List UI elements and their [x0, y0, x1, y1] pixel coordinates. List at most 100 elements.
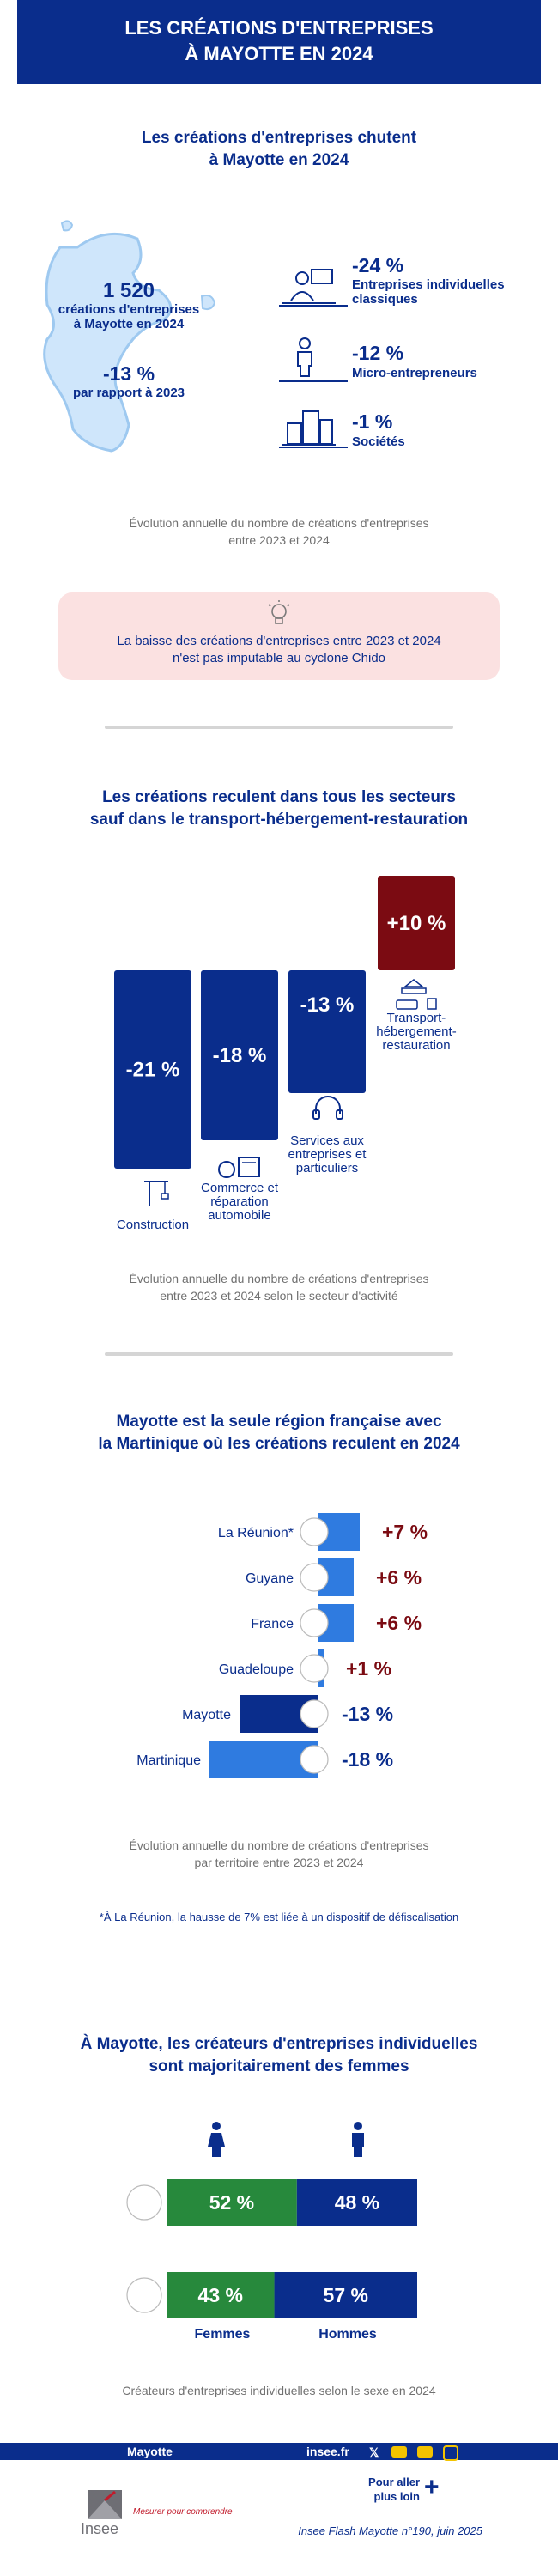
- region-value-label-1: +6 %: [376, 1566, 422, 1589]
- plus-icon[interactable]: +: [424, 2473, 440, 2501]
- section3-title-line2: la Martinique où les créations reculent …: [98, 1435, 460, 1453]
- region-name-0: La Réunion*: [218, 1526, 294, 1540]
- mayotte-map-icon: [43, 220, 216, 453]
- section2-title-line1: Les créations reculent dans tous les sec…: [102, 788, 456, 806]
- women-bar-0: [167, 2179, 297, 2226]
- region-map-icon-3: [300, 1654, 329, 1683]
- sector-category-label-2-1: entreprises et: [288, 1147, 367, 1162]
- section1-caption-line2: entre 2023 et 2024: [228, 533, 330, 547]
- headset-icon: [312, 1096, 343, 1120]
- lightbulb-icon: [268, 600, 290, 624]
- instagram-icon[interactable]: [443, 2445, 458, 2461]
- region-map-icon-0: [300, 1517, 329, 1546]
- men-label: Hommes: [318, 2327, 377, 2342]
- stat-underline-micro: [279, 380, 348, 382]
- footer-band: [0, 2443, 558, 2460]
- sex-row-map-icon-1: [126, 2277, 162, 2313]
- men-value-label-0: 48 %: [335, 2191, 379, 2214]
- total-change-label: par rapport à 2023: [72, 386, 185, 400]
- region-name-1: Guyane: [246, 1571, 294, 1586]
- women-value-label-0: 52 %: [209, 2191, 254, 2214]
- region-value-label-0: +7 %: [382, 1521, 428, 1543]
- region-map-icon-1: [300, 1563, 329, 1592]
- region-value-label-5: -18 %: [342, 1748, 393, 1771]
- main-title-line1: LES CRÉATIONS D'ENTREPRISES: [124, 17, 434, 39]
- sector-category-label-3-1: hébergement-: [376, 1024, 456, 1039]
- region-map-icon-4: [300, 1699, 329, 1728]
- stat-label-micro: Micro-entrepreneurs: [352, 366, 477, 380]
- transport-icon: [396, 979, 437, 1010]
- section1-title-line1: Les créations d'entreprises chutent: [141, 129, 417, 147]
- region-value-label-2: +6 %: [376, 1612, 422, 1634]
- stat-label-individual-line2: classiques: [352, 292, 418, 307]
- section1-title-line2: à Mayotte en 2024: [209, 151, 349, 169]
- stat-underline-societes: [279, 447, 348, 448]
- stat-label-individual-line1: Entreprises individuelles: [352, 277, 505, 292]
- total-creations-label-line2: à Mayotte en 2024: [73, 317, 185, 331]
- region-bar-chart: La Réunion* +7 % Guyane +6 % France +6 % Guade…: [136, 1513, 428, 1778]
- x-icon[interactable]: 𝕏: [369, 2445, 379, 2459]
- sector-category-label-3-2: restauration: [382, 1038, 450, 1053]
- stat-value-micro: -12 %: [352, 342, 404, 364]
- sector-category-label-2-2: particuliers: [296, 1161, 359, 1176]
- sector-bar-2: [288, 970, 366, 1093]
- section2-title-line2: sauf dans le transport-hébergement-resta…: [89, 811, 469, 829]
- section3-caption-line2: par territoire entre 2023 et 2024: [194, 1856, 364, 1869]
- section1-caption-line1: Évolution annuelle du nombre de création…: [129, 516, 429, 530]
- section3-title-line1: Mayotte est la seule région française av…: [116, 1413, 442, 1431]
- car-shop-icon: [218, 1157, 260, 1178]
- callout-text-line1: La baisse des créations d'entreprises en…: [117, 634, 441, 648]
- stat-underline-individual: [279, 305, 348, 307]
- more-link-line2[interactable]: plus loin: [373, 2490, 420, 2503]
- region-name-3: Guadeloupe: [219, 1662, 294, 1677]
- stat-label-societes: Sociétés: [352, 434, 405, 449]
- sector-value-label-2: -13 %: [300, 993, 355, 1017]
- region-value-label-4: -13 %: [342, 1703, 393, 1725]
- region-value-label-3: +1 %: [346, 1657, 391, 1680]
- person-laptop-icon: [282, 269, 336, 304]
- woman-icon: [208, 2122, 225, 2157]
- men-bar-0: [296, 2179, 417, 2226]
- region-map-icon-2: [300, 1608, 329, 1637]
- section2-caption-line2: entre 2023 et 2024 selon le secteur d'ac…: [160, 1289, 398, 1303]
- sector-bar-0: [114, 970, 191, 1169]
- sector-category-label-2-0: Services aux: [290, 1133, 364, 1148]
- footer-site-link[interactable]: insee.fr: [306, 2445, 349, 2458]
- sector-category-label-1-2: automobile: [208, 1208, 270, 1223]
- stat-value-societes: -1 %: [352, 410, 393, 433]
- total-creations-value: 1 520: [102, 279, 155, 302]
- person-icon: [297, 337, 312, 377]
- section4-title-line2: sont majoritairement des femmes: [149, 2057, 409, 2075]
- sector-bar-3: [378, 876, 455, 970]
- sector-category-label-0-0: Construction: [117, 1218, 189, 1232]
- footer-region: Mayotte: [127, 2445, 173, 2458]
- sector-value-label-0: -21 %: [126, 1059, 180, 1082]
- sex-stacked-bar-chart: 52 % 48 % 43 % 57 %: [126, 2179, 417, 2318]
- youtube-icon[interactable]: [391, 2446, 407, 2458]
- women-label: Femmes: [194, 2327, 251, 2342]
- region-map-icon-5: [300, 1745, 329, 1774]
- man-icon: [352, 2122, 364, 2157]
- more-link-line1[interactable]: Pour aller: [368, 2476, 420, 2488]
- section2-caption-line1: Évolution annuelle du nombre de création…: [129, 1272, 429, 1285]
- region-name-5: Martinique: [136, 1753, 201, 1768]
- stat-value-individual: -24 %: [352, 254, 404, 276]
- sector-category-label-1-0: Commerce et: [201, 1181, 279, 1195]
- insee-tagline: Mesurer pour comprendre: [133, 2507, 233, 2517]
- sector-value-label-3: +10 %: [387, 912, 446, 935]
- main-title-line2: À MAYOTTE EN 2024: [185, 43, 373, 64]
- region-name-2: France: [251, 1617, 294, 1631]
- section3-caption-line1: Évolution annuelle du nombre de création…: [129, 1838, 429, 1852]
- section4-title-line1: À Mayotte, les créateurs d'entreprises i…: [80, 2035, 478, 2053]
- linkedin-icon[interactable]: [417, 2446, 433, 2458]
- reunion-footnote: *À La Réunion, la hausse de 7% est liée …: [99, 1911, 459, 1923]
- callout-text-line2: n'est pas imputable au cyclone Chido: [172, 651, 385, 665]
- sector-category-label-1-1: réparation: [210, 1194, 269, 1209]
- header-banner: [17, 0, 541, 84]
- region-name-4: Mayotte: [182, 1708, 231, 1722]
- insee-logo-text: Insee: [81, 2520, 119, 2537]
- sector-bar-chart: -21 % Construction -18 % Commerce etréparat…: [114, 876, 457, 1232]
- region-bar-5: [209, 1741, 318, 1778]
- publication-ref: Insee Flash Mayotte n°190, juin 2025: [298, 2524, 482, 2537]
- men-value-label-1: 57 %: [324, 2284, 368, 2306]
